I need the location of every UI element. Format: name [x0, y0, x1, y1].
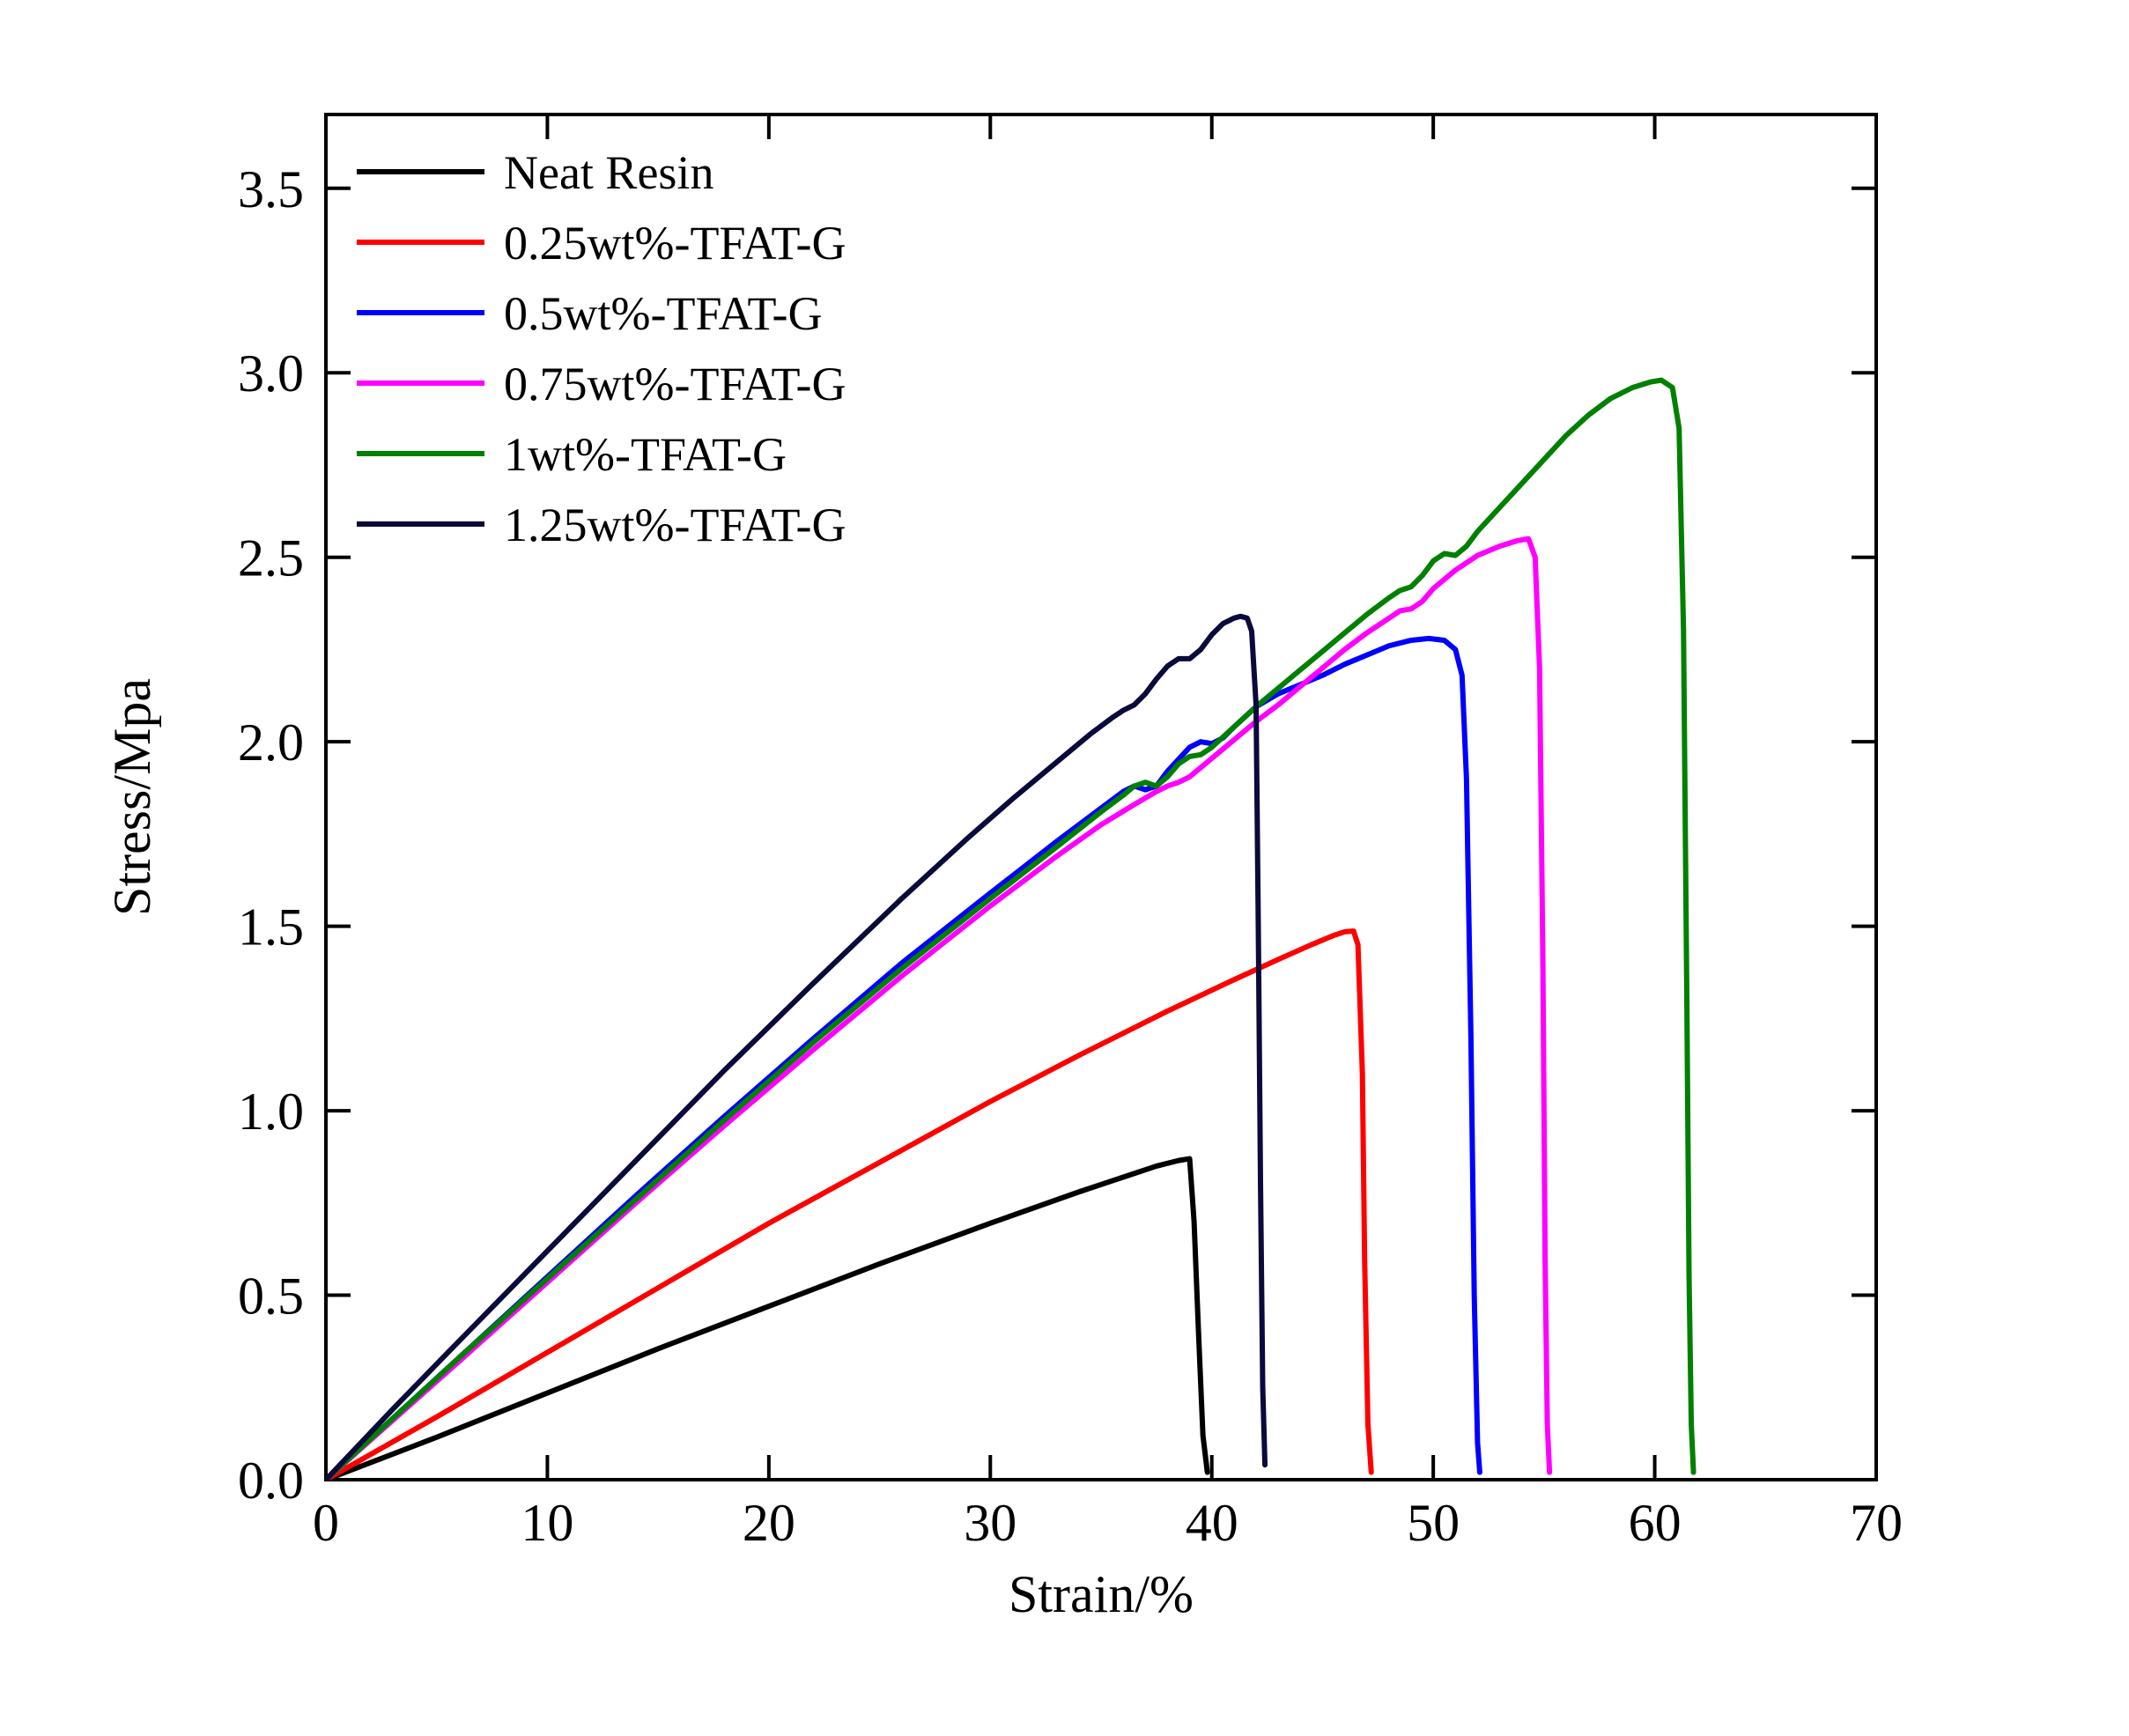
x-tick-label: 50 — [1407, 1494, 1460, 1552]
y-tick-label: 3.5 — [238, 160, 304, 218]
legend-label: 0.5wt%-TFAT-G — [504, 287, 823, 340]
x-axis-label: Strain/% — [1009, 1565, 1194, 1623]
x-tick-label: 60 — [1629, 1494, 1682, 1552]
y-tick-label: 2.0 — [238, 713, 304, 772]
y-tick-label: 1.0 — [238, 1082, 304, 1141]
legend-label: 0.25wt%-TFAT-G — [504, 217, 846, 270]
y-tick-label: 2.5 — [238, 529, 304, 587]
chart-container: 0 10 20 30 40 50 60 70 0.0 0.5 1.0 1.5 2.0 2.5 3.0 3.5 S… — [0, 0, 2129, 1736]
chart-bg — [0, 0, 2129, 1736]
legend-label: 1.25wt%-TFAT-G — [504, 499, 846, 551]
x-tick-label: 40 — [1186, 1494, 1238, 1552]
y-tick-label: 0.5 — [238, 1267, 304, 1326]
stress-strain-chart: 0 10 20 30 40 50 60 70 0.0 0.5 1.0 1.5 2.0 2.5 3.0 3.5 S… — [0, 0, 2129, 1736]
y-tick-label: 3.0 — [238, 344, 304, 403]
legend-label: 0.75wt%-TFAT-G — [504, 358, 846, 410]
x-tick-label: 30 — [964, 1494, 1016, 1552]
y-tick-label: 0.0 — [238, 1452, 304, 1510]
x-tick-label: 10 — [521, 1494, 573, 1552]
x-tick-label: 20 — [743, 1494, 795, 1552]
y-axis-label: Stress/Mpa — [103, 678, 161, 916]
legend-label: 1wt%-TFAT-G — [504, 428, 787, 481]
legend-label: Neat Resin — [504, 146, 713, 199]
x-tick-label: 0 — [313, 1494, 339, 1552]
y-tick-label: 1.5 — [238, 898, 304, 957]
x-tick-label: 70 — [1850, 1494, 1903, 1552]
